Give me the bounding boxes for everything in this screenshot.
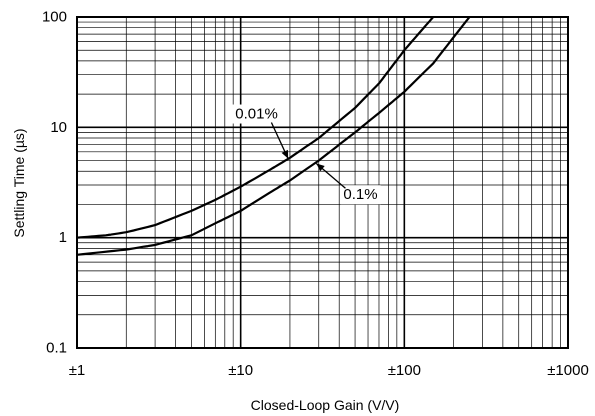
annotation-label-01: 0.1% [343,186,377,203]
x-tick-label: ±1 [69,362,86,379]
series-line-01 [76,16,471,256]
y-axis-title: Settling Time (µs) [11,128,27,237]
plot-area-frame [76,16,569,349]
major-grid [77,17,568,348]
annotation-arrowhead [281,149,289,159]
annotation-arrowhead [316,163,325,172]
x-tick-label: ±1000 [547,362,589,379]
y-tick-labels: 0.1 1 10 100 [42,9,67,357]
x-tick-label: ±100 [388,362,421,379]
annotation-layer: 0.01% 0.1% [232,104,381,205]
y-tick-label: 1 [59,229,67,246]
annotation-label-background [232,104,281,124]
x-tick-labels: ±1 ±10 ±100 ±1000 [69,362,589,379]
series-layer [76,16,471,256]
y-tick-label: 100 [42,9,67,26]
minor-grid [77,17,568,348]
y-tick-label: 10 [50,119,67,136]
annotation-label-001: 0.01% [235,106,278,123]
x-axis-title: Closed-Loop Gain (V/V) [251,397,400,413]
series-line-001 [76,16,435,239]
annotation-label-background [340,185,381,205]
x-tick-label: ±10 [228,362,253,379]
y-tick-label: 0.1 [46,340,67,357]
